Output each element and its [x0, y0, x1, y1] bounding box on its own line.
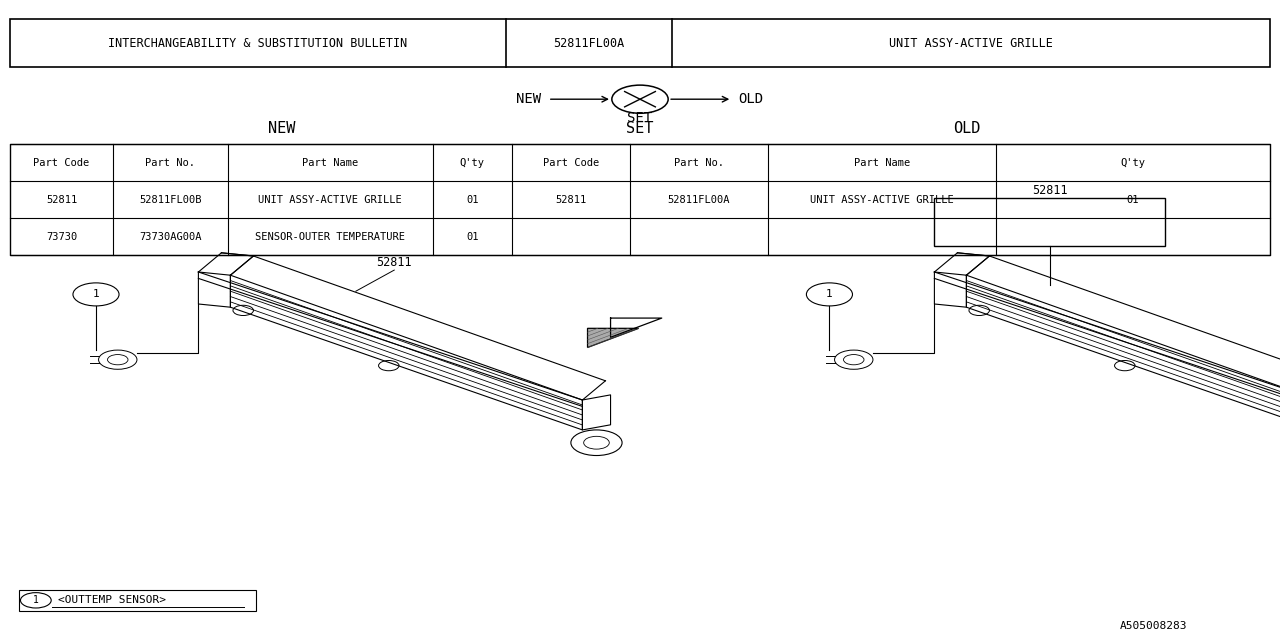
Text: 52811FL00A: 52811FL00A: [553, 36, 625, 50]
Text: OLD: OLD: [739, 92, 764, 106]
Text: Part Name: Part Name: [302, 157, 358, 168]
Text: 1: 1: [826, 289, 833, 300]
Text: SET: SET: [627, 111, 653, 125]
Bar: [10, 19, 1270, 67]
Text: SENSOR-OUTER TEMPERATURE: SENSOR-OUTER TEMPERATURE: [255, 232, 406, 242]
Text: 52811: 52811: [556, 195, 586, 205]
Bar: [19, 590, 256, 611]
Text: OLD: OLD: [952, 120, 980, 136]
Text: 1: 1: [33, 595, 38, 605]
Text: 01: 01: [466, 232, 479, 242]
Polygon shape: [588, 328, 639, 348]
Text: Part Code: Part Code: [543, 157, 599, 168]
Text: UNIT ASSY-ACTIVE GRILLE: UNIT ASSY-ACTIVE GRILLE: [259, 195, 402, 205]
Text: 01: 01: [1126, 195, 1139, 205]
Text: NEW: NEW: [268, 120, 296, 136]
Text: 52811: 52811: [376, 256, 412, 269]
Text: Q'ty: Q'ty: [460, 157, 485, 168]
Text: 52811: 52811: [46, 195, 77, 205]
Text: 52811FL00B: 52811FL00B: [140, 195, 201, 205]
Text: Part No.: Part No.: [145, 157, 196, 168]
Text: 73730: 73730: [46, 232, 77, 242]
Text: 73730AG00A: 73730AG00A: [140, 232, 201, 242]
Text: Part Name: Part Name: [854, 157, 910, 168]
Text: NEW: NEW: [516, 92, 541, 106]
Text: UNIT ASSY-ACTIVE GRILLE: UNIT ASSY-ACTIVE GRILLE: [888, 36, 1053, 50]
Text: 01: 01: [466, 195, 479, 205]
Text: INTERCHANGEABILITY & SUBSTITUTION BULLETIN: INTERCHANGEABILITY & SUBSTITUTION BULLET…: [109, 36, 407, 50]
Text: UNIT ASSY-ACTIVE GRILLE: UNIT ASSY-ACTIVE GRILLE: [810, 195, 954, 205]
Text: Part No.: Part No.: [673, 157, 724, 168]
Text: 52811: 52811: [1032, 184, 1068, 197]
Text: SET: SET: [626, 120, 654, 136]
Text: <OUTTEMP SENSOR>: <OUTTEMP SENSOR>: [58, 595, 165, 605]
Text: 1: 1: [92, 289, 100, 300]
Text: Part Code: Part Code: [33, 157, 90, 168]
Text: 52811FL00A: 52811FL00A: [668, 195, 730, 205]
Text: A505008283: A505008283: [1120, 621, 1188, 631]
Text: Q'ty: Q'ty: [1120, 157, 1146, 168]
Bar: [10, 144, 1270, 255]
Bar: [934, 198, 1165, 246]
